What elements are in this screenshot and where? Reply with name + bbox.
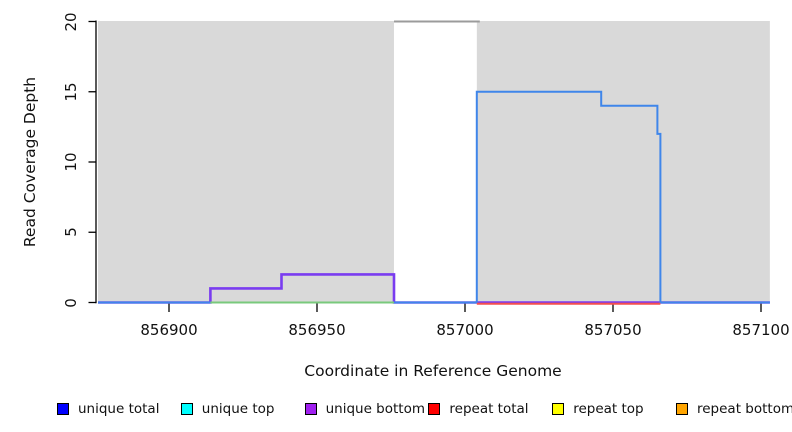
legend-label: unique top <box>201 401 275 417</box>
legend-item-unique-bottom: unique bottom <box>304 401 426 417</box>
legend-swatch-icon <box>676 403 688 415</box>
legend-swatch-icon <box>304 403 317 415</box>
legend-swatch-icon <box>57 403 69 415</box>
legend-label: unique total <box>78 401 160 417</box>
x-tick-label: 857000 <box>436 321 494 339</box>
y-tick-label: 10 <box>62 152 80 172</box>
x-axis-title: Coordinate in Reference Genome <box>304 362 562 380</box>
series-line-unique-total <box>98 90 770 304</box>
x-tick-label: 856950 <box>288 321 346 339</box>
y-tick-label: 15 <box>62 82 80 102</box>
background-shading-region <box>97 21 394 302</box>
legend-item-repeat-total: repeat total <box>428 401 529 417</box>
legend-item-repeat-top: repeat top <box>552 401 644 417</box>
legend-label: repeat bottom <box>697 401 792 417</box>
legend-label: repeat total <box>449 401 529 417</box>
x-tick-label: 857100 <box>732 321 790 339</box>
background-shading-region <box>476 21 770 302</box>
y-tick-label: 5 <box>62 227 80 238</box>
legend-label: unique bottom <box>325 401 426 417</box>
legend-item-repeat-bottom: repeat bottom <box>676 401 792 417</box>
y-tick-label: 20 <box>62 11 80 32</box>
x-tick-label: 857050 <box>584 321 642 339</box>
legend-swatch-icon <box>428 403 441 415</box>
legend-item-unique-total: unique total <box>57 401 159 417</box>
legend-swatch-icon <box>552 403 565 415</box>
x-tick-label: 856900 <box>140 321 198 339</box>
legend-item-unique-top: unique top <box>180 401 275 417</box>
legend-swatch-icon <box>180 403 193 415</box>
y-axis-title: Read Coverage Depth <box>21 76 39 248</box>
legend-label: repeat top <box>573 401 644 417</box>
series-line-unique-bottom <box>98 273 770 304</box>
y-tick-label: 0 <box>62 297 80 308</box>
